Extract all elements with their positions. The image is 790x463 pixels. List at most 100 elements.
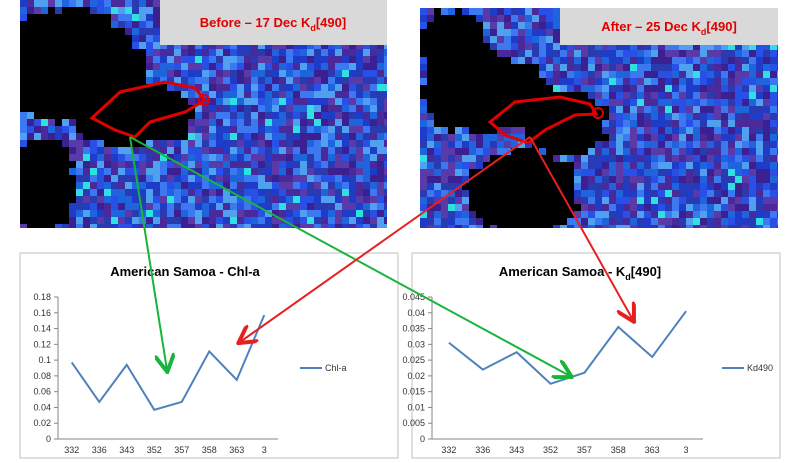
image-pixel [160,84,167,91]
image-pixel [83,84,90,91]
image-pixel [363,70,370,77]
image-pixel [672,106,679,113]
image-pixel [609,106,616,113]
image-pixel [665,113,672,120]
image-pixel [455,99,462,106]
image-pixel [167,217,174,224]
image-pixel [623,113,630,120]
y-tick-label: 0 [420,434,425,444]
image-pixel [658,190,665,197]
image-pixel [104,84,111,91]
image-pixel [483,176,490,183]
x-tick-label: 343 [119,445,134,455]
image-pixel [567,190,574,197]
image-pixel [434,29,441,36]
image-pixel [728,218,735,225]
image-pixel [420,141,427,148]
image-pixel [756,134,763,141]
image-pixel [139,35,146,42]
image-pixel [377,140,384,147]
image-pixel [609,183,616,190]
image-pixel [34,210,41,217]
image-pixel [595,225,602,228]
image-pixel [595,218,602,225]
image-pixel [455,43,462,50]
image-pixel [160,224,167,228]
image-pixel [553,8,560,15]
image-pixel [560,71,567,78]
image-pixel [300,140,307,147]
image-pixel [237,105,244,112]
image-pixel [230,224,237,228]
image-pixel [41,175,48,182]
image-pixel [258,126,265,133]
image-pixel [286,182,293,189]
image-pixel [504,225,511,228]
image-pixel [693,50,700,57]
image-pixel [377,91,384,98]
image-pixel [90,84,97,91]
image-pixel [777,162,778,169]
image-pixel [34,91,41,98]
y-tick-label: 0.01 [407,402,425,412]
image-pixel [707,176,714,183]
image-pixel [174,126,181,133]
image-pixel [693,197,700,204]
image-pixel [153,154,160,161]
image-pixel [202,210,209,217]
image-pixel [69,63,76,70]
image-pixel [672,78,679,85]
image-pixel [244,217,251,224]
image-pixel [700,106,707,113]
image-pixel [434,113,441,120]
image-pixel [700,120,707,127]
image-pixel [272,112,279,119]
image-pixel [328,161,335,168]
image-pixel [511,36,518,43]
image-pixel [686,64,693,71]
image-pixel [41,154,48,161]
image-pixel [104,49,111,56]
image-pixel [602,197,609,204]
y-tick-label: 0.015 [402,387,425,397]
image-pixel [237,182,244,189]
image-pixel [258,210,265,217]
image-pixel [441,169,448,176]
image-pixel [644,57,651,64]
image-pixel [665,176,672,183]
image-pixel [83,210,90,217]
image-pixel [55,42,62,49]
image-pixel [539,64,546,71]
image-pixel [560,148,567,155]
image-pixel [321,224,328,228]
image-pixel [490,176,497,183]
image-pixel [307,161,314,168]
image-pixel [616,64,623,71]
image-pixel [258,63,265,70]
image-pixel [728,106,735,113]
image-pixel [118,175,125,182]
label-text: Before – 17 Dec K [200,15,311,30]
image-pixel [651,176,658,183]
image-pixel [441,78,448,85]
image-pixel [483,106,490,113]
image-pixel [125,196,132,203]
image-pixel [167,126,174,133]
image-pixel [97,0,104,7]
image-pixel [476,141,483,148]
image-pixel [679,78,686,85]
image-pixel [139,105,146,112]
image-pixel [700,169,707,176]
image-pixel [434,71,441,78]
image-pixel [553,162,560,169]
image-pixel [34,0,41,7]
image-pixel [62,147,69,154]
image-pixel [83,63,90,70]
image-pixel [384,196,387,203]
image-pixel [279,77,286,84]
image-pixel [377,98,384,105]
image-pixel [363,63,370,70]
image-pixel [469,127,476,134]
image-pixel [672,85,679,92]
image-pixel [363,210,370,217]
